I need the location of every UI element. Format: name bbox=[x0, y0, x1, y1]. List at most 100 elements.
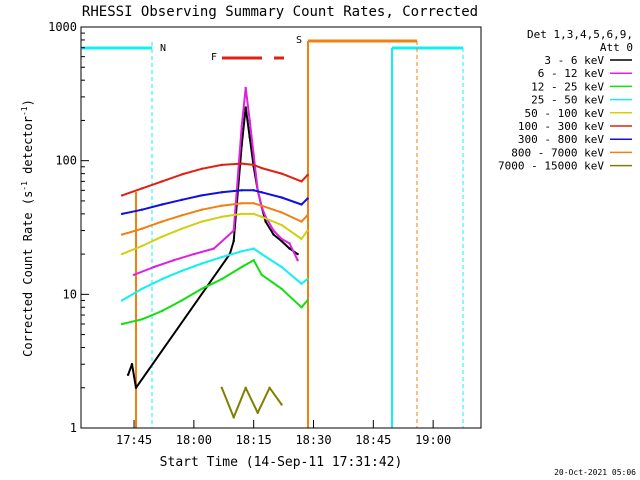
series-point bbox=[280, 239, 283, 243]
series-point bbox=[200, 262, 203, 265]
series-point bbox=[260, 273, 263, 276]
x-tick-label: 17:45 bbox=[116, 433, 152, 447]
series-point bbox=[200, 287, 203, 290]
series-point bbox=[280, 287, 283, 290]
y-axis-label-part: detector bbox=[21, 116, 35, 181]
series-line bbox=[121, 189, 309, 215]
series-point bbox=[200, 208, 203, 211]
series-point bbox=[120, 212, 124, 216]
series-point bbox=[180, 299, 184, 302]
series-point bbox=[252, 163, 255, 167]
series-line bbox=[121, 259, 309, 325]
series-point bbox=[220, 277, 223, 281]
series-point bbox=[220, 215, 223, 218]
series-point bbox=[300, 282, 303, 285]
series-point bbox=[268, 386, 271, 389]
series-point bbox=[120, 252, 124, 256]
series-point bbox=[300, 180, 303, 183]
series-point bbox=[288, 242, 291, 245]
series-point bbox=[260, 204, 263, 207]
series-point bbox=[240, 202, 243, 205]
series-point bbox=[260, 215, 263, 218]
series-point bbox=[200, 220, 203, 223]
series-point bbox=[260, 166, 263, 170]
series-point bbox=[120, 233, 124, 236]
series-point bbox=[280, 211, 283, 214]
series-point bbox=[120, 194, 124, 197]
series-point bbox=[180, 269, 184, 272]
series-point bbox=[260, 252, 263, 256]
series-point bbox=[252, 259, 255, 262]
series-point bbox=[260, 191, 263, 194]
annotation-label: F bbox=[211, 52, 217, 63]
series-point bbox=[300, 237, 303, 241]
plot-frame bbox=[80, 26, 482, 429]
series-point bbox=[240, 162, 243, 165]
y-axis-label-part: Corrected Count Rate (s bbox=[21, 191, 35, 357]
series-point bbox=[240, 212, 243, 216]
x-tick-label: 18:15 bbox=[236, 433, 272, 447]
series-point bbox=[252, 247, 255, 250]
series-point bbox=[180, 227, 184, 230]
series-point bbox=[288, 247, 291, 250]
footer-timestamp: 20-Oct-2021 05:06 bbox=[554, 468, 636, 477]
series-point bbox=[160, 220, 164, 223]
x-axis-label: Start Time (14-Sep-11 17:31:42) bbox=[160, 455, 403, 470]
series-point bbox=[306, 214, 309, 217]
series-point bbox=[220, 191, 223, 194]
series-point bbox=[220, 163, 223, 167]
plot-area: N S F bbox=[82, 35, 464, 428]
series-point bbox=[180, 173, 184, 176]
series-point bbox=[248, 135, 251, 139]
series-line bbox=[121, 247, 309, 302]
series-point bbox=[306, 277, 309, 281]
series-point bbox=[232, 229, 235, 232]
series-point bbox=[296, 259, 299, 262]
series-point bbox=[240, 250, 243, 253]
series-point bbox=[132, 273, 136, 276]
series-point bbox=[160, 180, 164, 183]
series-point bbox=[220, 386, 223, 389]
legend-label: 3 - 6 keV bbox=[544, 54, 604, 67]
series-point bbox=[300, 203, 303, 206]
series-point bbox=[252, 189, 255, 192]
annotation-label: S bbox=[296, 35, 302, 46]
series-point bbox=[272, 229, 275, 232]
legend-label: 300 - 800 keV bbox=[518, 133, 604, 146]
legend-label: 50 - 100 keV bbox=[525, 107, 605, 120]
series-line bbox=[121, 212, 309, 256]
x-tick-label: 19:00 bbox=[415, 433, 451, 447]
series-point bbox=[212, 247, 215, 250]
series-point bbox=[200, 194, 203, 197]
series-line bbox=[220, 386, 283, 419]
series-point bbox=[248, 119, 251, 122]
series-point bbox=[306, 299, 309, 302]
annotation-label: N bbox=[160, 43, 166, 54]
series-line bbox=[121, 162, 309, 197]
series-point bbox=[232, 416, 235, 419]
y-axis-ticks: 1 10 100 1000 bbox=[48, 20, 89, 435]
series-point bbox=[300, 220, 303, 223]
series-point bbox=[296, 252, 299, 256]
series-point bbox=[240, 189, 243, 192]
series-point bbox=[140, 244, 144, 248]
legend-label: 25 - 50 keV bbox=[531, 94, 604, 107]
series-point bbox=[252, 212, 255, 216]
legend-label: 6 - 12 keV bbox=[538, 67, 605, 80]
series-point bbox=[280, 403, 283, 406]
legend-detectors: Det 1,3,4,5,6,9, bbox=[527, 28, 633, 41]
y-tick-label: 100 bbox=[55, 154, 77, 168]
series-point bbox=[220, 204, 223, 207]
x-tick-label: 18:30 bbox=[295, 433, 331, 447]
series-point bbox=[140, 318, 144, 321]
series-point bbox=[140, 187, 144, 190]
series-point bbox=[140, 227, 144, 230]
series-point bbox=[160, 235, 164, 238]
x-tick-label: 18:45 bbox=[355, 433, 391, 447]
chart-title: RHESSI Observing Summary Count Rates, Co… bbox=[82, 4, 478, 20]
series-point bbox=[280, 196, 283, 199]
series-point bbox=[306, 173, 309, 177]
legend-attenuator: Att 0 bbox=[600, 41, 633, 54]
